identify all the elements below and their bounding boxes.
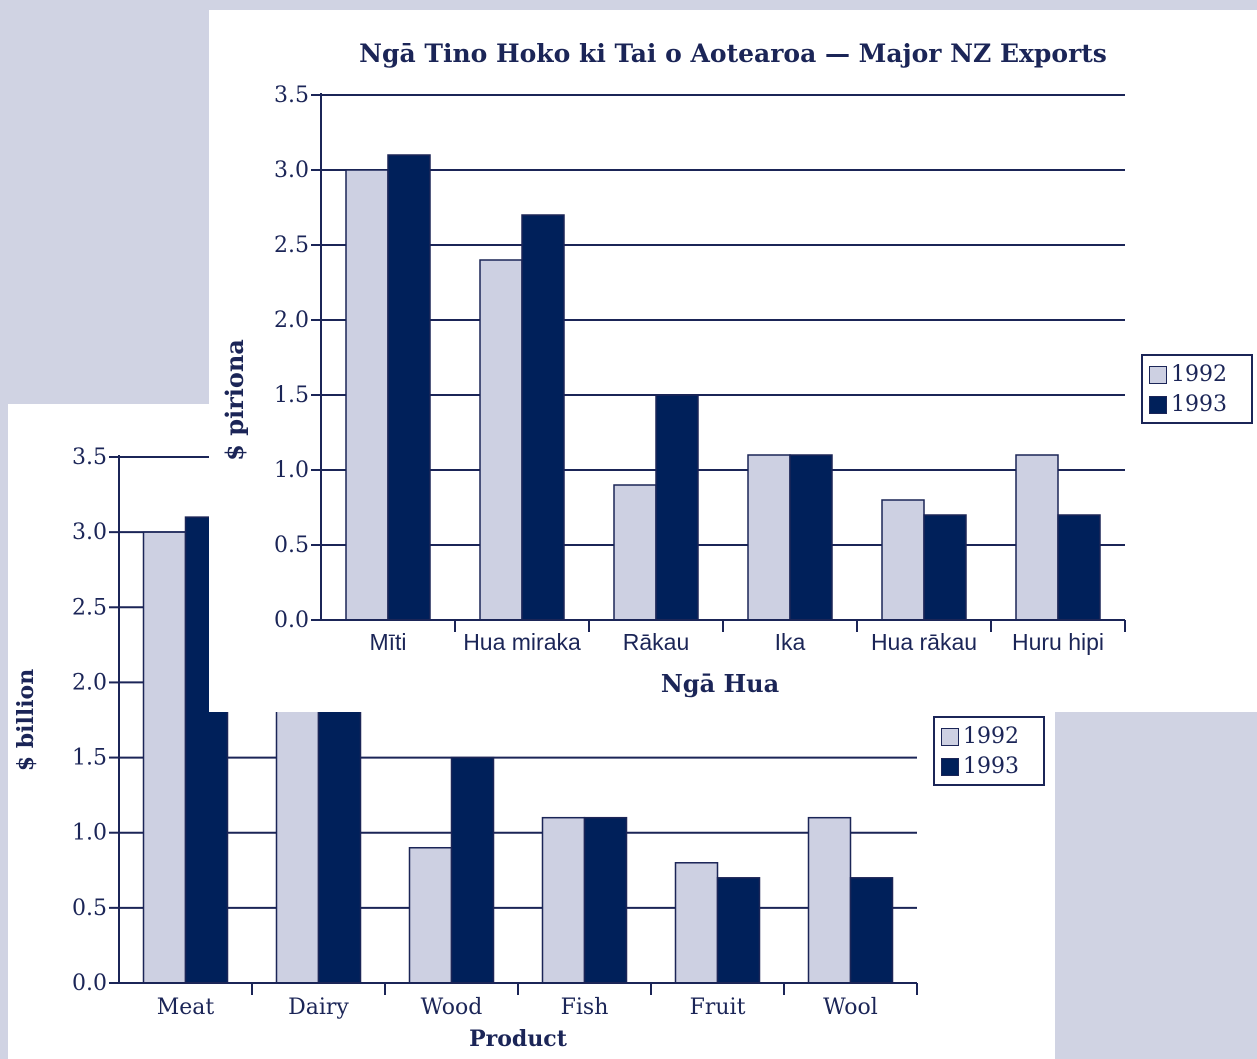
legend-swatch-1992 — [941, 728, 959, 746]
y-tick-label: 1.5 — [274, 383, 309, 408]
x-tick-label: Hua miraka — [463, 629, 581, 655]
x-tick-label: Huru hipi — [1012, 629, 1104, 655]
bar-1992-4 — [881, 499, 925, 621]
y-tick-label: 3.0 — [274, 158, 309, 183]
bar-1992-4 — [674, 862, 719, 984]
y-tick-label: 1.5 — [72, 746, 107, 771]
y-tick-label: 2.5 — [72, 595, 107, 620]
bar-1993-0 — [387, 154, 431, 621]
legend-label-1993: 1993 — [1171, 392, 1227, 417]
legend-english: 1992 1993 — [933, 716, 1045, 786]
legend-label-1992: 1992 — [963, 724, 1019, 749]
y-axis-label: $ billion — [13, 669, 39, 771]
legend-label-1993: 1993 — [963, 754, 1019, 779]
legend-item-1993: 1993 — [1149, 390, 1245, 420]
y-axis-label: $ piriona — [220, 339, 249, 461]
x-axis-label: Product — [469, 1026, 568, 1052]
y-tick-label: 3.5 — [72, 445, 107, 470]
chart-title: Ngā Tino Hoko ki Tai o Aotearoa — Major … — [359, 39, 1107, 68]
legend-label-1992: 1992 — [1171, 362, 1227, 387]
x-tick-label: Ika — [775, 629, 806, 655]
x-tick-label: Meat — [157, 995, 215, 1020]
bar-1993-3 — [583, 816, 628, 984]
y-tick-label: 2.0 — [72, 670, 107, 695]
y-tick-label: 0.0 — [274, 608, 309, 633]
bar-1993-3 — [789, 454, 833, 621]
bar-1992-3 — [541, 816, 586, 984]
x-tick-label: Fish — [561, 995, 609, 1020]
bar-1993-5 — [849, 877, 894, 984]
bar-1992-2 — [613, 484, 657, 621]
bar-1992-5 — [1015, 454, 1059, 621]
legend-item-1992: 1992 — [941, 722, 1037, 752]
y-tick-label: 0.0 — [72, 971, 107, 996]
bar-1992-0 — [345, 169, 389, 621]
bar-1993-4 — [923, 514, 967, 621]
x-tick-label: Hua rākau — [871, 629, 977, 655]
legend-swatch-1993 — [1149, 396, 1167, 414]
x-tick-label: Wool — [823, 995, 878, 1020]
y-tick-label: 0.5 — [274, 533, 309, 558]
y-tick-label: 1.0 — [274, 458, 309, 483]
x-tick-label: Fruit — [690, 995, 746, 1020]
y-tick-label: 0.5 — [72, 896, 107, 921]
x-tick-label: Mīti — [369, 629, 406, 655]
legend-maori: 1992 1993 — [1141, 354, 1253, 424]
bar-1993-2 — [655, 394, 699, 621]
legend-item-1993: 1993 — [941, 752, 1037, 782]
bar-1992-5 — [807, 816, 852, 984]
bar-1992-0 — [142, 531, 187, 984]
x-axis-label: Ngā Hua — [661, 669, 779, 698]
bar-1992-3 — [747, 454, 791, 621]
y-tick-label: 2.0 — [274, 308, 309, 333]
legend-swatch-1992 — [1149, 366, 1167, 384]
bar-1992-1 — [479, 259, 523, 621]
x-tick-label: Dairy — [288, 995, 349, 1020]
legend-swatch-1993 — [941, 758, 959, 776]
x-tick-label: Rākau — [623, 629, 689, 655]
bar-1993-5 — [1057, 514, 1101, 621]
bar-1993-1 — [521, 214, 565, 621]
y-tick-label: 3.5 — [274, 83, 309, 108]
y-tick-label: 1.0 — [72, 821, 107, 846]
legend-item-1992: 1992 — [1149, 360, 1245, 390]
y-tick-label: 2.5 — [274, 233, 309, 258]
x-tick-label: Wood — [421, 995, 483, 1020]
y-tick-label: 3.0 — [72, 520, 107, 545]
